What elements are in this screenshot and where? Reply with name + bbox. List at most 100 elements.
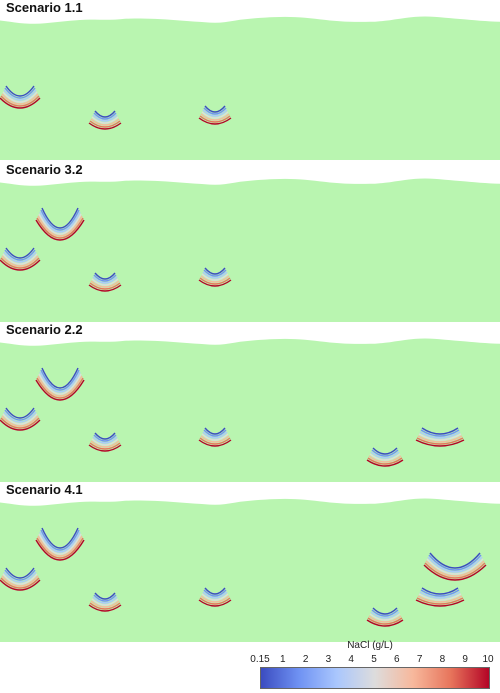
salinity-contour [36,537,84,559]
salinity-contour [201,111,229,119]
layer-top-green [0,178,500,322]
salinity-contour [91,278,119,286]
salinity-contour [369,453,401,461]
salinity-contour [366,619,404,627]
salinity-contour [94,110,116,118]
salinity-contour [200,113,230,121]
salinity-contour [429,552,481,569]
scenario-panel: Scenario 2.2 [0,322,500,482]
salinity-contour [370,451,400,459]
salinity-contour [204,587,226,595]
salinity-contour [2,253,38,265]
salinity-contour [37,375,83,397]
salinity-contour [92,276,118,284]
salinity-contour [39,211,81,233]
salinity-contour [372,447,398,455]
salinity-contour [202,271,228,279]
colorbar-tick: 7 [416,654,423,665]
salinity-contour [201,433,229,441]
scenario-panel: Scenario 1.1 [0,0,500,160]
salinity-contour [415,439,465,447]
salinity-contour [38,533,82,555]
salinity-contour [203,107,227,115]
salinity-contour [39,371,81,393]
salinity-contour [91,438,119,446]
salinity-contour [418,433,462,441]
salinity-contour [427,556,483,573]
colorbar-tick: 6 [394,654,400,665]
salinity-contour [40,209,80,231]
salinity-contour [92,436,118,444]
salinity-contour [419,591,461,599]
salinity-contour [3,89,37,101]
salinity-contour [371,449,399,457]
salinity-contour [89,442,121,450]
cross-section [0,498,500,642]
salinity-contour [94,272,116,280]
salinity-contour [91,116,119,124]
cross-section [0,16,500,160]
scenario-panel: Scenario 4.1 [0,482,500,642]
salinity-contour [93,112,117,120]
colorbar-tick: 3 [325,654,332,665]
salinity-contour [204,267,226,275]
salinity-contour [203,429,227,437]
salinity-contour [89,120,121,128]
salinity-contour [200,435,230,443]
colorbar-tick: 8 [439,654,446,665]
salinity-contour [0,97,41,109]
salinity-contour [367,617,403,625]
salinity-contour [418,593,462,601]
panel-title: Scenario 1.1 [6,0,83,15]
salinity-contour [90,440,120,448]
salinity-contour [1,255,39,267]
salinity-contour [36,377,84,399]
salinity-contour [199,115,231,123]
salinity-contour [204,427,226,435]
colorbar-tick: 1 [280,654,286,665]
salinity-contour [367,457,403,465]
salinity-contour [419,431,461,439]
panel-title: Scenario 4.1 [6,482,83,497]
salinity-contour [0,257,40,269]
salinity-contour [41,207,79,229]
salinity-contour [89,602,121,610]
salinity-contour [35,539,85,561]
salinity-contour [421,587,459,595]
salinity-contour [5,85,35,97]
salinity-contour [88,604,122,612]
salinity-contour [425,560,485,577]
salinity-contour [92,114,118,122]
salinity-contour [38,373,82,395]
salinity-contour [93,434,117,442]
salinity-contour [40,369,80,391]
colorbar-tick: 5 [371,654,377,665]
salinity-contour [366,459,404,467]
salinity-contour [1,93,39,105]
salinity-contour [94,432,116,440]
salinity-contour [198,279,232,287]
salinity-contour [423,564,487,581]
salinity-contour [88,122,122,130]
salinity-contour [371,609,399,617]
colorbar-tick: 4 [348,654,354,665]
salinity-contour [198,439,232,447]
salinity-contour [417,435,463,443]
salinity-contour [369,613,401,621]
salinity-contour [204,105,226,113]
salinity-contour [2,573,38,585]
salinity-contour [416,437,464,445]
salinity-contour [199,277,231,285]
salinity-contour [420,589,460,597]
layer-top-green [0,498,500,642]
salinity-contour [1,415,39,427]
salinity-contour [41,367,79,389]
colorbar-tick: 0.15 [250,654,270,665]
salinity-contour [37,535,83,557]
salinity-contour [201,273,229,281]
salinity-contour [368,615,402,623]
salinity-contour [202,431,228,439]
salinity-contour [89,282,121,290]
salinity-contour [40,529,80,551]
salinity-contour [36,217,84,239]
